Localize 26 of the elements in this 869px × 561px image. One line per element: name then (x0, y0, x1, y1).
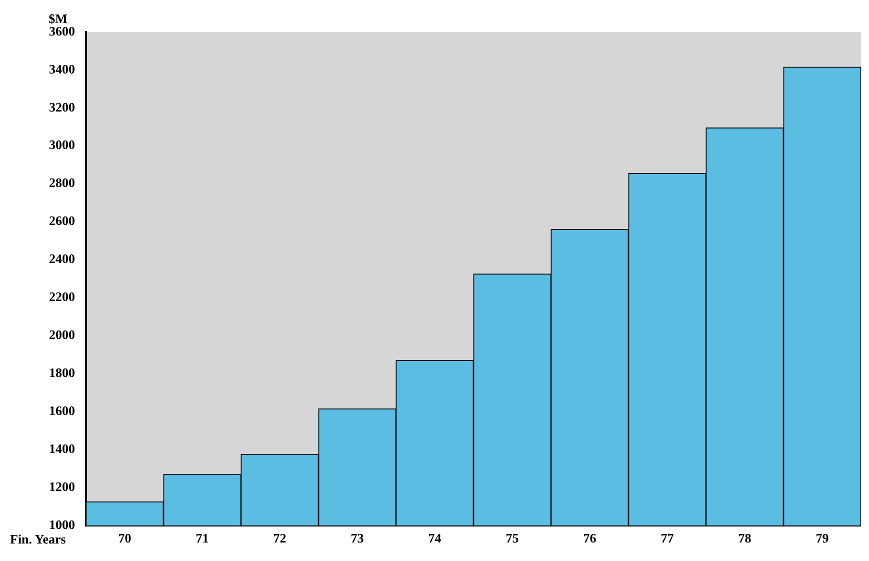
y-tick-label: 1200 (49, 478, 75, 494)
y-tick-label: 2200 (49, 289, 75, 304)
x-tick-label: 73 (350, 530, 364, 546)
x-tick-label: 76 (583, 530, 597, 546)
y-axis-title: $M (48, 10, 68, 26)
y-tick-label: 1600 (49, 402, 75, 418)
y-tick-label: 3400 (49, 61, 75, 76)
x-tick-label: 70 (118, 530, 132, 546)
x-tick-label: 75 (506, 530, 520, 546)
y-tick-label: 3600 (49, 23, 75, 38)
y-tick-label: 1800 (49, 364, 75, 380)
y-tick-label: 3200 (49, 99, 75, 114)
y-tick-label: 1000 (49, 516, 75, 532)
y-tick-label: 2800 (49, 175, 75, 190)
x-tick-label: 79 (816, 530, 830, 546)
y-tick-label: 1400 (49, 440, 75, 456)
y-tick-label: 3000 (49, 137, 75, 152)
x-tick-label: 77 (660, 530, 674, 546)
y-tick-label: 2600 (49, 213, 75, 228)
y-tick-label: 2400 (49, 251, 75, 266)
x-tick-label: 71 (196, 530, 209, 546)
x-tick-label: 78 (738, 530, 752, 546)
x-tick-label: 74 (428, 530, 442, 546)
y-tick-label: 2000 (49, 326, 75, 342)
x-axis-title: Fin. Years (10, 531, 66, 546)
x-tick-label: 72 (273, 530, 286, 546)
